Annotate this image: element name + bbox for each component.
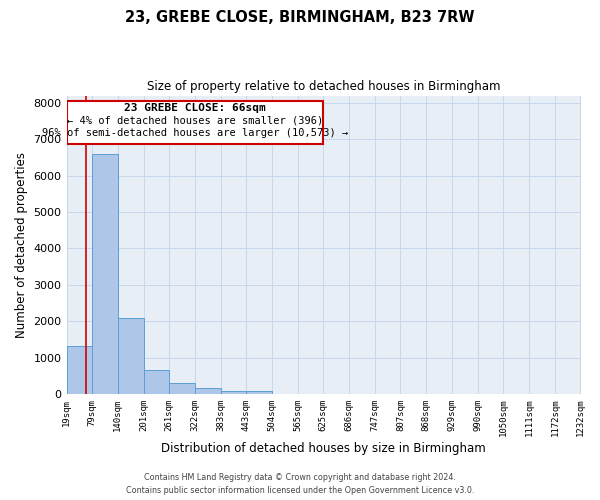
Bar	[246, 390, 272, 394]
Text: ← 4% of detached houses are smaller (396): ← 4% of detached houses are smaller (396…	[67, 116, 323, 126]
Bar	[143, 370, 169, 394]
Bar	[169, 383, 195, 394]
Text: 96% of semi-detached houses are larger (10,573) →: 96% of semi-detached houses are larger (…	[42, 128, 348, 138]
Text: 23, GREBE CLOSE, BIRMINGHAM, B23 7RW: 23, GREBE CLOSE, BIRMINGHAM, B23 7RW	[125, 10, 475, 25]
Bar	[221, 390, 246, 394]
X-axis label: Distribution of detached houses by size in Birmingham: Distribution of detached houses by size …	[161, 442, 486, 455]
Bar	[67, 346, 92, 394]
Title: Size of property relative to detached houses in Birmingham: Size of property relative to detached ho…	[147, 80, 500, 93]
Text: 23 GREBE CLOSE: 66sqm: 23 GREBE CLOSE: 66sqm	[124, 103, 266, 113]
Bar	[195, 388, 221, 394]
Bar	[92, 154, 118, 394]
Bar	[118, 318, 143, 394]
Text: Contains HM Land Registry data © Crown copyright and database right 2024.
Contai: Contains HM Land Registry data © Crown c…	[126, 474, 474, 495]
Bar	[67, 101, 323, 144]
Y-axis label: Number of detached properties: Number of detached properties	[15, 152, 28, 338]
